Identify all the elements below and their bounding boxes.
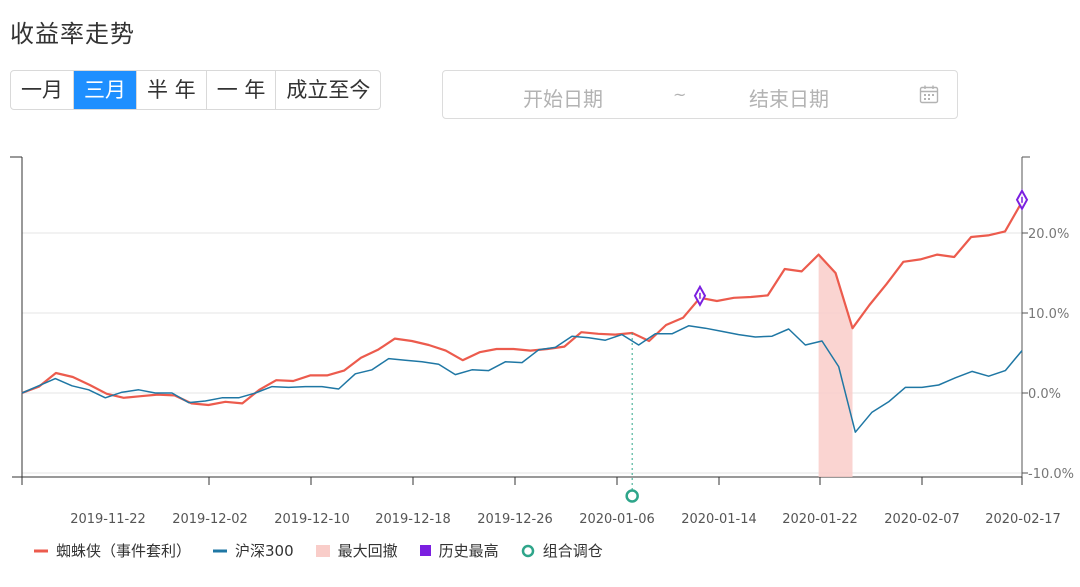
legend-item-max-drawdown[interactable]: 最大回撤 (315, 540, 398, 561)
legend-item-rebalance[interactable]: 组合调仓 (521, 540, 603, 561)
max-drawdown-area (818, 254, 853, 477)
return-trend-chart: -10.0% 0.0% 10.0% 20.0% 2019-11-22 2019-12-02… (10, 156, 1074, 527)
range-button-one-month[interactable]: 一月 (11, 71, 74, 109)
x-tick-label: 2020-02-07 (884, 512, 960, 527)
legend-item-spiderman[interactable]: 蜘蛛侠（事件套利） (34, 540, 191, 561)
chart-legend: 蜘蛛侠（事件套利） 沪深300 最大回撤 历史最高 组合调仓 (34, 540, 625, 561)
y-tick-label: -10.0% (1028, 467, 1074, 482)
series-line-spiderman (21, 201, 1023, 407)
y-tick-label: 20.0% (1028, 227, 1069, 242)
x-tick-label: 2020-02-17 (985, 512, 1061, 527)
date-separator: ~ (673, 85, 687, 104)
legend-label: 最大回撤 (337, 542, 398, 560)
calendar-icon[interactable] (919, 84, 939, 104)
date-range-picker[interactable]: 开始日期 ~ 结束日期 (442, 70, 958, 119)
x-tick-label: 2019-12-02 (172, 512, 248, 527)
legend-label: 历史最高 (438, 542, 499, 560)
y-tick-label: 0.0% (1028, 387, 1061, 402)
x-tick-label: 2019-11-22 (70, 512, 146, 527)
legend-label: 组合调仓 (542, 542, 603, 560)
x-tick-label: 2020-01-14 (681, 512, 757, 527)
x-tick-label: 2020-01-06 (579, 512, 655, 527)
range-button-three-months[interactable]: 三月 (74, 71, 137, 109)
x-tick-label: 2020-01-22 (782, 512, 858, 527)
legend-item-history-high[interactable]: 历史最高 (419, 540, 499, 561)
y-tick-label: 10.0% (1028, 307, 1069, 322)
range-button-half-year[interactable]: 半 年 (137, 71, 207, 109)
legend-line-swatch (213, 549, 228, 552)
legend-line-swatch (34, 549, 48, 552)
x-tick-label: 2019-12-10 (274, 512, 350, 527)
time-range-selector: 一月 三月 半 年 一 年 成立至今 (10, 70, 382, 110)
legend-circle-swatch (521, 544, 534, 557)
legend-item-csi300[interactable]: 沪深300 (213, 540, 294, 561)
legend-label: 蜘蛛侠（事件套利） (56, 542, 192, 560)
end-date-input[interactable]: 结束日期 (749, 87, 829, 111)
legend-rect-swatch (315, 544, 330, 557)
x-tick-label: 2019-12-26 (477, 512, 553, 527)
rebalance-marker[interactable] (625, 489, 639, 503)
page-title: 收益率走势 (10, 20, 135, 48)
series-line-csi300 (21, 325, 1023, 433)
range-button-since-inception[interactable]: 成立至今 (286, 78, 371, 102)
legend-label: 沪深300 (235, 542, 294, 560)
x-tick-label: 2019-12-18 (375, 512, 451, 527)
start-date-input[interactable]: 开始日期 (523, 87, 603, 111)
range-button-one-year[interactable]: 一 年 (207, 71, 277, 109)
legend-square-swatch (419, 545, 431, 556)
